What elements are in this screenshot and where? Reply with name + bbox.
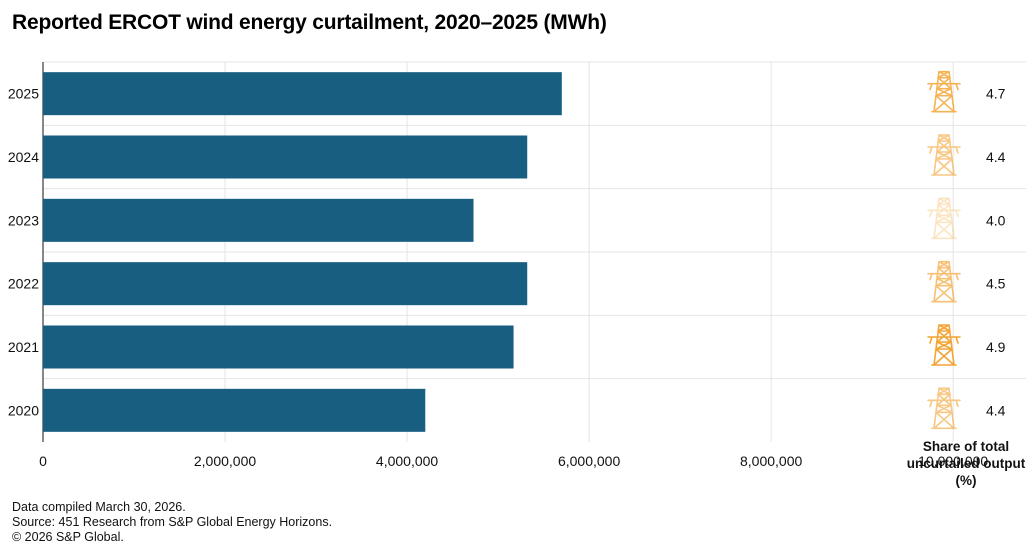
x-tick-label: 6,000,000	[558, 453, 620, 469]
x-tick-label: 2,000,000	[194, 453, 256, 469]
chart-title: Reported ERCOT wind energy curtailment, …	[12, 11, 607, 34]
category-label: 2025	[8, 86, 39, 102]
category-label: 2020	[8, 402, 39, 418]
transmission-tower-icon	[927, 197, 961, 240]
bar	[43, 325, 514, 369]
footer-compiled: Data compiled March 30, 2026.	[12, 500, 186, 514]
bar	[43, 262, 528, 306]
x-tick-label: 10,000,000	[918, 453, 988, 469]
x-tick-label: 8,000,000	[740, 453, 802, 469]
footer-copyright: © 2026 S&P Global.	[12, 530, 124, 544]
share-value-label: 4.5	[986, 276, 1006, 292]
share-value-label: 4.9	[986, 339, 1006, 355]
bar	[43, 388, 426, 432]
bar-chart: 2025 2024 2023 2022 2021 2020 0 2,000,000 4,000…	[8, 61, 1026, 469]
footer-source: Source: 451 Research from S&P Global Ene…	[12, 515, 333, 529]
category-label: 2024	[8, 149, 39, 165]
share-value-label: 4.4	[986, 149, 1006, 165]
transmission-tower-icon	[927, 134, 961, 176]
bar	[43, 72, 562, 116]
x-tick-label: 4,000,000	[376, 453, 438, 469]
category-label: 2021	[8, 339, 39, 355]
transmission-tower-icon	[927, 387, 961, 430]
category-label: 2023	[8, 212, 39, 228]
share-value-label: 4.4	[986, 402, 1006, 418]
share-value-label: 4.7	[986, 86, 1006, 102]
x-tick-label: 0	[39, 453, 47, 469]
chart-footer: Data compiled March 30, 2026. Source: 45…	[12, 500, 332, 545]
bar	[43, 135, 528, 179]
bar	[43, 198, 474, 242]
transmission-tower-icon	[927, 70, 961, 113]
transmission-tower-icon	[927, 324, 961, 366]
share-column-label: Share of total uncurtailed output (%)	[906, 439, 1026, 488]
category-label: 2022	[8, 276, 39, 292]
share-value-label: 4.0	[986, 212, 1006, 228]
transmission-tower-icon	[927, 260, 961, 303]
